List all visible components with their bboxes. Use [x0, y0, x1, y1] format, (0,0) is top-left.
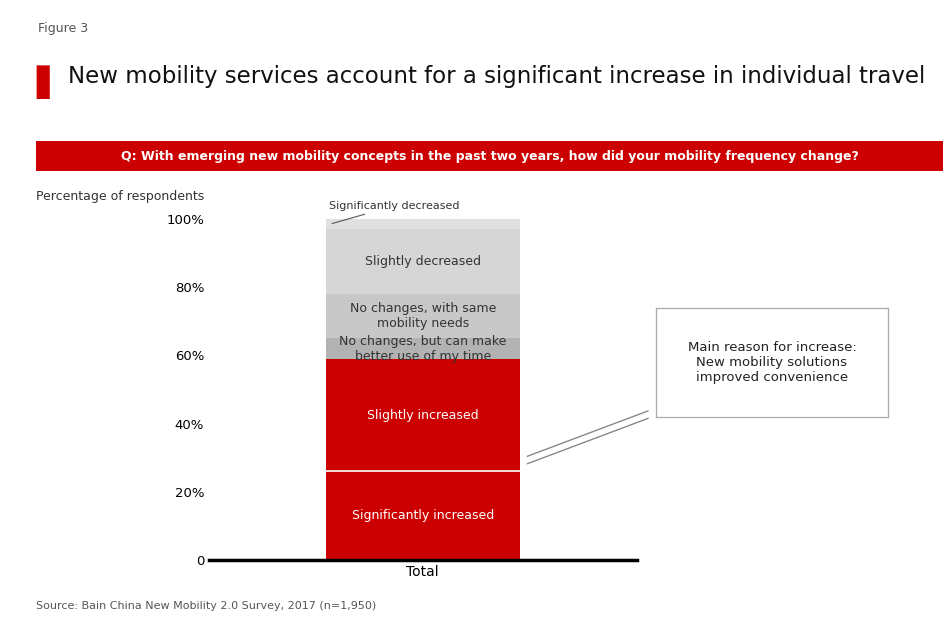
- Text: Slightly decreased: Slightly decreased: [365, 255, 481, 268]
- Text: ▌: ▌: [36, 65, 62, 99]
- Text: Slightly increased: Slightly increased: [367, 409, 479, 422]
- Text: Percentage of respondents: Percentage of respondents: [36, 190, 204, 203]
- Text: New mobility services account for a significant increase in individual travel: New mobility services account for a sign…: [68, 65, 925, 88]
- Bar: [326, 471, 520, 560]
- Bar: [326, 294, 520, 338]
- Bar: [326, 230, 520, 294]
- Text: Q: With emerging new mobility concepts in the past two years, how did your mobil: Q: With emerging new mobility concepts i…: [121, 150, 859, 162]
- Text: No changes, but can make
better use of my time: No changes, but can make better use of m…: [339, 335, 506, 363]
- Text: Significantly increased: Significantly increased: [352, 509, 494, 522]
- Bar: [326, 219, 520, 230]
- Text: Significantly decreased: Significantly decreased: [330, 201, 460, 223]
- Text: Main reason for increase:
New mobility solutions
improved convenience: Main reason for increase: New mobility s…: [688, 341, 856, 384]
- Bar: [326, 359, 520, 471]
- Text: Figure 3: Figure 3: [38, 22, 88, 35]
- Text: Source: Bain China New Mobility 2.0 Survey, 2017 (n=1,950): Source: Bain China New Mobility 2.0 Surv…: [36, 601, 376, 611]
- Text: No changes, with same
mobility needs: No changes, with same mobility needs: [350, 302, 496, 330]
- Bar: [326, 338, 520, 359]
